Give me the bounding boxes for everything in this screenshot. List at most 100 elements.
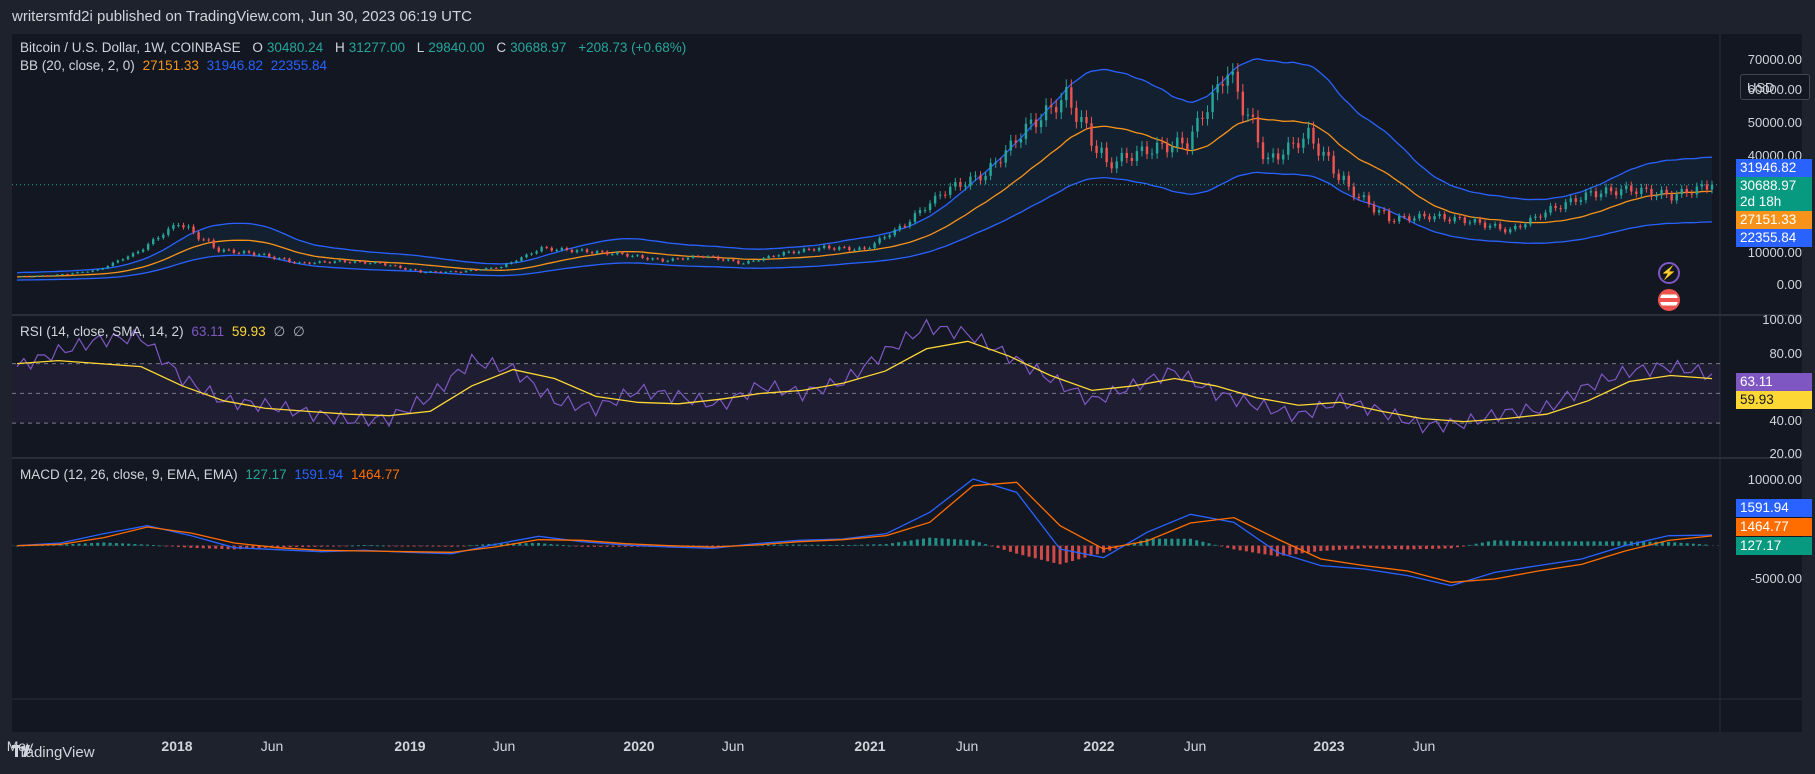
candle-body [146, 244, 150, 250]
candle-body [525, 254, 528, 258]
candle-body [641, 255, 644, 258]
macd-histogram-bar [1406, 545, 1410, 550]
candle-body [252, 252, 256, 256]
macd-histogram-bar [1033, 545, 1037, 559]
candle-body [772, 256, 775, 258]
macd-histogram-bar [108, 542, 112, 546]
macd-histogram-bar [828, 544, 832, 546]
candle-body [606, 251, 609, 255]
candle-body [1044, 105, 1048, 121]
macd-histogram-bar [1667, 541, 1671, 546]
candle-body [827, 245, 831, 249]
macd-histogram-bar [487, 543, 491, 546]
candle-body [333, 261, 337, 263]
candle-body [1594, 191, 1598, 198]
candle-body [1236, 71, 1240, 92]
open-label: O [252, 40, 263, 55]
candle-body [989, 163, 992, 176]
time-tick-label: 2022 [1083, 738, 1115, 754]
macd-histogram-bar [375, 545, 379, 547]
time-tick-label: Jun [721, 738, 745, 754]
candle-body [1579, 200, 1583, 202]
bb-band-fill [17, 58, 1712, 281]
macd-histogram-bar [1555, 541, 1559, 546]
macd-histogram-bar [356, 545, 360, 547]
candle-body [1398, 216, 1401, 222]
lightning-icon[interactable]: ⚡ [1658, 262, 1680, 284]
macd-histogram-bar [1698, 544, 1702, 546]
candle-body [1352, 186, 1356, 197]
candle-body [167, 228, 170, 235]
macd-histogram-bar [1660, 541, 1664, 546]
candle-body [157, 237, 160, 240]
macd-histogram-bar [1592, 541, 1596, 546]
candle-body [1160, 142, 1164, 144]
candle-body [1549, 205, 1552, 213]
symbol-title: Bitcoin / U.S. Dollar, 1W, COINBASE [20, 40, 241, 55]
candle-body [1216, 84, 1219, 93]
candle-body [1201, 117, 1204, 119]
candle-body [46, 275, 49, 277]
bb-upper-value: 31946.82 [206, 58, 263, 73]
currency-selector[interactable]: USD [1740, 74, 1810, 100]
macd-histogram-bar [543, 543, 547, 546]
candle-body [1054, 106, 1058, 113]
candle-body [1095, 145, 1098, 153]
candle-body [1080, 116, 1083, 122]
candle-body [20, 276, 24, 278]
macd-histogram-bar [114, 543, 118, 546]
candle-body [1014, 140, 1018, 143]
candle-body [1367, 195, 1371, 205]
candle-body [212, 240, 215, 248]
candle-body [873, 243, 876, 248]
macd-histogram-bar [1064, 545, 1068, 563]
open-value: 30480.24 [266, 40, 324, 55]
macd-histogram-bar [1052, 545, 1056, 563]
macd-histogram-bar [1573, 541, 1577, 546]
macd-histogram-bar [1480, 542, 1484, 546]
candle-body [510, 262, 513, 264]
candle-body [1705, 184, 1709, 190]
bb-basis-tag: 27151.33 [1736, 211, 1812, 229]
candle-body [222, 249, 226, 252]
chart-area[interactable]: Bitcoin / U.S. Dollar, 1W, COINBASE O 304… [7, 34, 1812, 754]
macd-histogram-bar [822, 544, 826, 546]
macd-histogram-bar [251, 545, 255, 549]
macd-histogram-bar [1319, 545, 1323, 551]
macd-histogram-bar [1505, 540, 1509, 546]
rsi-na-2: ∅ [292, 324, 305, 339]
candle-body [379, 261, 382, 264]
time-tick-label: 2021 [854, 738, 886, 754]
macd-histogram-bar [1611, 541, 1615, 546]
macd-histogram-bar [127, 543, 131, 546]
candle-body [863, 247, 866, 249]
macd-histogram-bar [83, 543, 87, 546]
macd-histogram-bar [617, 545, 621, 547]
macd-histogram-bar [412, 545, 416, 547]
chart-canvas[interactable] [12, 34, 1802, 732]
macd-histogram-bar [549, 544, 553, 546]
candle-body [424, 272, 427, 274]
last-price-tag: 30688.97 [1736, 177, 1812, 195]
low-value: 29840.00 [428, 40, 485, 55]
rsi-tick: 20.00 [1769, 446, 1802, 461]
candle-body [918, 210, 922, 214]
candle-body [1034, 119, 1038, 128]
us-flag-icon[interactable] [1658, 289, 1680, 311]
bb-upper-line [16, 58, 1713, 274]
candle-body [595, 251, 599, 254]
candle-body [802, 248, 806, 252]
candle-body [676, 258, 680, 260]
macd-histogram-bar [1704, 544, 1708, 546]
candle-body [797, 251, 801, 254]
macd-histogram-bar [1170, 538, 1174, 546]
candle-body [1070, 87, 1073, 108]
candle-body [1191, 131, 1194, 150]
macd-histogram-bar [456, 545, 460, 547]
candle-body [162, 234, 165, 238]
macd-histogram-bar [1300, 545, 1304, 554]
macd-histogram-bar [611, 545, 615, 547]
macd-histogram-bar [965, 539, 969, 546]
candle-body [1019, 139, 1023, 143]
candle-body [1650, 188, 1653, 197]
